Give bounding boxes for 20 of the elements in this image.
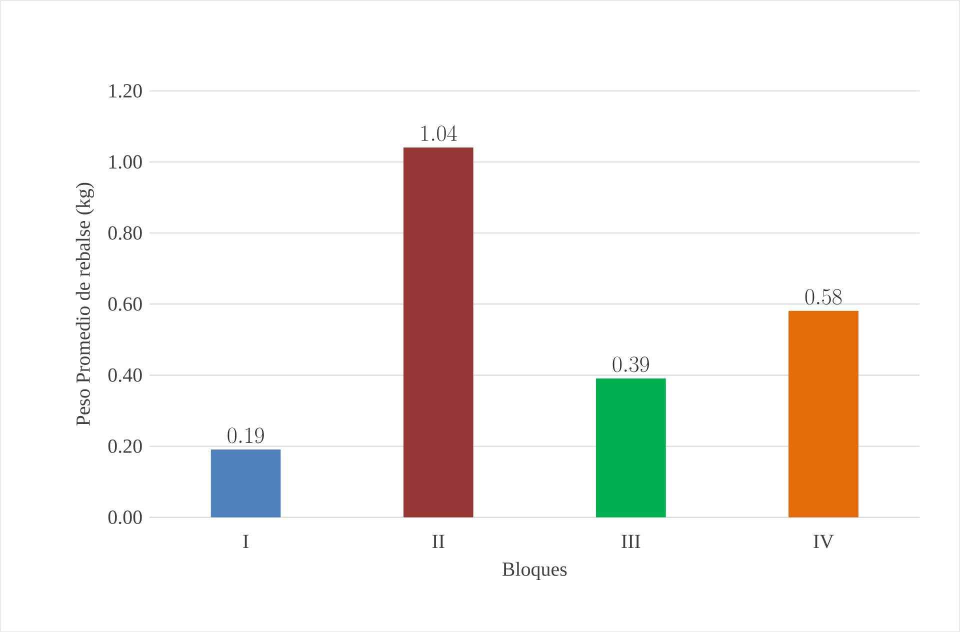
bar: [788, 310, 858, 518]
y-tick-label: 0.60: [108, 297, 142, 311]
y-tick-label: 0.80: [108, 226, 142, 240]
data-label: 0. 19: [228, 428, 264, 444]
y-axis-title: Peso Promedio de rebalse (kg): [76, 182, 94, 426]
data-label: 0.58: [805, 288, 842, 305]
y-tick-label: 0.40: [108, 368, 142, 382]
y-tick-label: 0.00: [108, 510, 142, 524]
x-axis-title: Bloques: [502, 562, 567, 580]
x-tick-label: IV: [814, 534, 834, 548]
bar: [403, 147, 474, 518]
x-tick-label: I: [243, 534, 248, 548]
x-tick-label: III: [622, 534, 640, 548]
y-tick-label: 1.00: [109, 155, 142, 169]
x-tick-label: II: [432, 534, 444, 548]
y-tick-label: 0.20: [108, 439, 142, 453]
data-label: 1 .04: [421, 125, 457, 142]
y-tick-label: 1.20: [109, 84, 142, 98]
bar: [210, 449, 281, 518]
data-label: 0.39: [612, 356, 649, 372]
